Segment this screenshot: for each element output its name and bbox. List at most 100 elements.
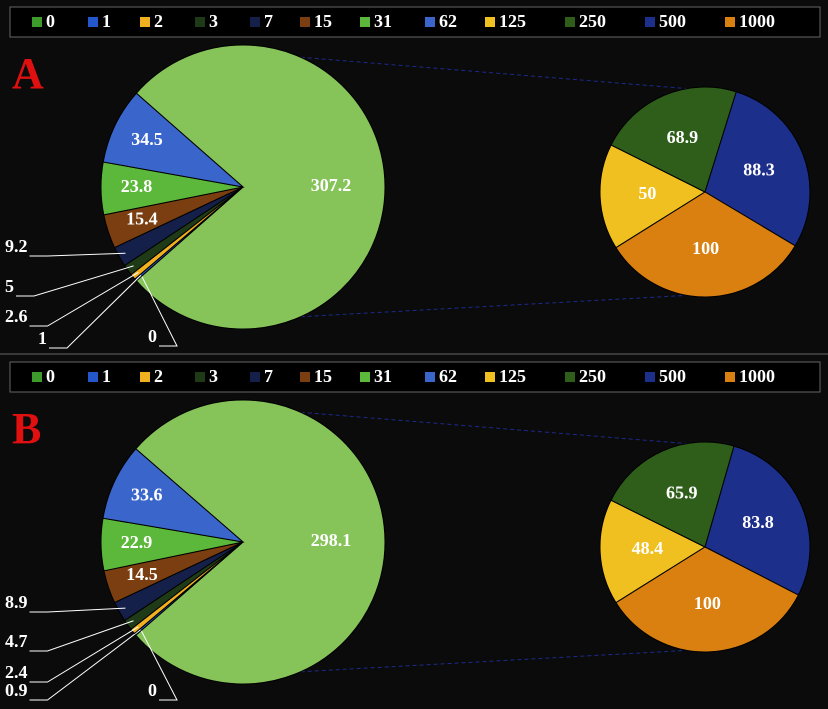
legend-swatch [195,17,205,27]
connector-line [300,56,687,90]
slice-label: 8.9 [5,592,28,612]
slice-label: 2.6 [5,306,28,326]
legend-swatch [565,17,575,27]
slice-label: 307.2 [311,175,352,195]
slice-label: 9.2 [5,236,28,256]
slice-label: 15.4 [126,209,158,229]
pie-slice [610,441,735,548]
legend-label: 62 [439,366,457,386]
legend-swatch [360,372,370,382]
slice-label: 298.1 [311,530,352,550]
pie-slice [599,144,707,249]
slice-label: 2.4 [5,662,28,682]
connector-line [300,649,687,673]
legend-swatch [645,372,655,382]
leader-line [141,275,178,347]
legend-label: 3 [209,366,218,386]
legend-swatch [485,372,495,382]
panel-label: B [12,404,41,453]
slice-label: 14.5 [126,564,158,584]
leader-line [29,607,126,613]
slice-label: 48.4 [632,538,664,558]
legend-swatch [300,17,310,27]
leader-line [16,265,134,297]
leader-line [29,629,141,701]
legend-swatch [425,372,435,382]
legend-swatch [88,17,98,27]
pie-slice [610,86,737,193]
slice-label: 5 [5,276,14,296]
slice-label: 83.8 [742,512,774,532]
legend-label: 500 [659,11,686,31]
legend-swatch [725,372,735,382]
panel-label: A [12,49,44,98]
legend-label: 125 [499,11,526,31]
legend-label: 31 [374,366,392,386]
slice-label: 100 [694,593,721,613]
legend-label: 3 [209,11,218,31]
legend-label: 1000 [739,11,775,31]
leader-line [29,271,139,327]
legend-swatch [32,17,42,27]
legend-label: 31 [374,11,392,31]
pie-slice [599,499,707,604]
legend-label: 125 [499,366,526,386]
legend-swatch [300,372,310,382]
legend-swatch [140,17,150,27]
legend-label: 1 [102,366,111,386]
pie-slice [704,445,811,596]
legend-swatch [140,372,150,382]
legend-swatch [32,372,42,382]
slice-label: 33.6 [131,485,163,505]
leader-line [29,620,134,652]
legend-label: 15 [314,366,332,386]
legend-label: 1000 [739,366,775,386]
legend-label: 250 [579,366,606,386]
legend-label: 250 [579,11,606,31]
pie-slice [615,546,800,653]
legend-label: 62 [439,11,457,31]
legend-box [9,361,821,393]
legend-swatch [88,372,98,382]
slice-label: 88.3 [743,159,775,179]
legend-label: 7 [264,11,273,31]
legend-swatch [425,17,435,27]
legend-label: 1 [102,11,111,31]
slice-label: 68.9 [667,127,699,147]
slice-label: 1 [38,328,47,348]
legend-swatch [250,17,260,27]
slice-label: 4.7 [5,631,28,651]
legend-box [9,6,821,38]
legend-label: 15 [314,11,332,31]
connector-line [300,411,687,445]
leader-line [140,630,178,701]
legend-swatch [485,17,495,27]
legend-label: 500 [659,366,686,386]
pie-slice [135,399,386,685]
slice-label: 0 [148,680,157,700]
legend-label: 0 [46,366,55,386]
leader-line [29,252,126,257]
legend-swatch [725,17,735,27]
slice-label: 23.8 [121,176,153,196]
legend-label: 2 [154,366,163,386]
slice-label: 34.5 [131,129,163,149]
leader-line [29,626,139,683]
legend-swatch [195,372,205,382]
pie-slice [615,191,796,298]
slice-label: 65.9 [666,482,698,502]
slice-label: 22.9 [121,532,153,552]
legend-swatch [565,372,575,382]
legend-label: 0 [46,11,55,31]
pie-slice [102,92,245,188]
connector-line [300,294,687,318]
slice-label: 0 [148,326,157,346]
legend-label: 7 [264,366,273,386]
legend-label: 2 [154,11,163,31]
legend-swatch [250,372,260,382]
legend-swatch [360,17,370,27]
pie-slice [135,44,386,330]
legend-swatch [645,17,655,27]
